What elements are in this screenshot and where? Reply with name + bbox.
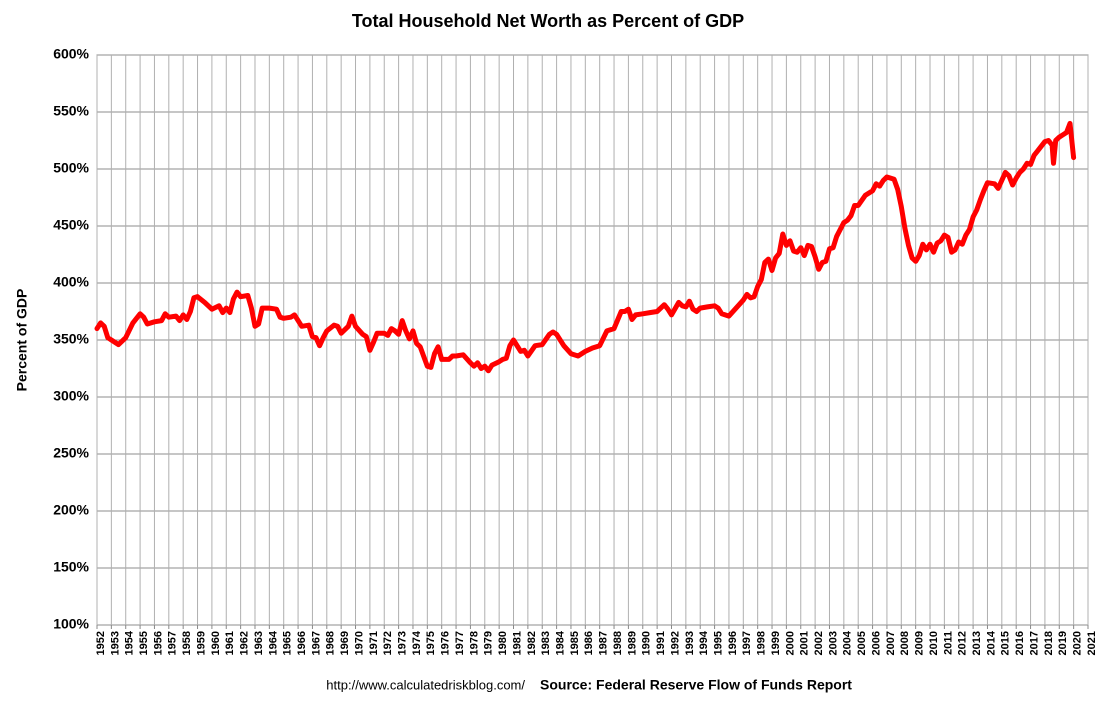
x-tick-label: 2006 [870, 631, 882, 655]
x-tick-label: 1970 [353, 631, 365, 655]
x-tick-label: 1961 [224, 631, 236, 655]
x-tick-label: 1994 [698, 630, 710, 655]
x-tick-label: 2004 [842, 630, 854, 655]
y-tick-label: 200% [53, 502, 89, 518]
x-tick-label: 1977 [454, 631, 466, 655]
x-tick-label: 1959 [195, 631, 207, 655]
x-tick-label: 2001 [799, 631, 811, 655]
x-tick-label: 1973 [397, 631, 409, 655]
x-tick-label: 2014 [985, 630, 997, 655]
x-tick-label: 1991 [655, 631, 667, 655]
x-tick-label: 1979 [483, 631, 495, 655]
source-url: http://www.calculatedriskblog.com/ [326, 677, 525, 692]
x-tick-label: 2021 [1086, 631, 1095, 655]
y-tick-label: 600% [53, 46, 89, 62]
x-tick-label: 2007 [885, 631, 897, 655]
y-tick-label: 250% [53, 445, 89, 461]
data-line [94, 120, 1077, 374]
x-tick-label: 1957 [167, 631, 179, 655]
x-tick-label: 1974 [411, 630, 423, 655]
x-tick-label: 2009 [914, 631, 926, 655]
x-tick-label: 2013 [971, 631, 983, 655]
x-tick-label: 1989 [626, 631, 638, 655]
x-tick-label: 1965 [282, 631, 294, 655]
x-tick-label: 1997 [741, 631, 753, 655]
x-tick-label: 1971 [368, 631, 380, 655]
x-tick-label: 1954 [124, 630, 136, 655]
x-tick-label: 1956 [152, 631, 164, 655]
y-tick-label: 100% [53, 616, 89, 632]
y-tick-label: 300% [53, 388, 89, 404]
x-tick-label: 1985 [569, 631, 581, 655]
x-tick-label: 1975 [425, 631, 437, 655]
x-tick-label: 2018 [1043, 631, 1055, 655]
x-tick-label: 1988 [612, 631, 624, 655]
y-tick-label: 450% [53, 217, 89, 233]
x-tick-label: 1958 [181, 631, 193, 655]
x-tick-label: 2000 [784, 631, 796, 655]
source-note: Source: Federal Reserve Flow of Funds Re… [540, 677, 852, 693]
x-tick-label: 1966 [296, 631, 308, 655]
x-tick-label: 1972 [382, 631, 394, 655]
chart-title: Total Household Net Worth as Percent of … [352, 11, 744, 31]
x-tick-label: 2011 [942, 631, 954, 655]
x-tick-label: 2019 [1057, 631, 1069, 655]
x-tick-label: 1962 [239, 631, 251, 655]
x-tick-label: 1983 [540, 631, 552, 655]
y-tick-label: 150% [53, 559, 89, 575]
x-tick-label: 2012 [957, 631, 969, 655]
y-tick-label: 350% [53, 331, 89, 347]
x-tick-label: 1967 [310, 631, 322, 655]
x-tick-label: 1996 [727, 631, 739, 655]
x-tick-label: 1981 [511, 631, 523, 655]
x-tick-label: 1984 [555, 630, 567, 655]
x-tick-label: 1986 [583, 631, 595, 655]
x-tick-label: 1995 [712, 631, 724, 655]
x-tick-label: 1998 [756, 631, 768, 655]
x-tick-label: 1978 [468, 631, 480, 655]
x-tick-label: 1990 [641, 631, 653, 655]
x-tick-label: 1982 [526, 631, 538, 655]
x-tick-label: 1953 [109, 631, 121, 655]
x-tick-label: 2003 [827, 631, 839, 655]
x-tick-label: 2002 [813, 631, 825, 655]
x-tick-label: 2008 [899, 631, 911, 655]
x-tick-label: 1992 [669, 631, 681, 655]
x-tick-label: 1993 [684, 631, 696, 655]
x-tick-label: 2015 [1000, 631, 1012, 655]
x-tick-label: 1968 [325, 631, 337, 655]
x-tick-label: 1955 [138, 631, 150, 655]
x-tick-label: 1963 [253, 631, 265, 655]
x-tick-label: 2020 [1072, 631, 1084, 655]
x-tick-label: 1969 [339, 631, 351, 655]
x-tick-label: 2010 [928, 631, 940, 655]
y-tick-label: 400% [53, 274, 89, 290]
x-tick-label: 1976 [440, 631, 452, 655]
x-tick-label: 1964 [267, 630, 279, 655]
x-tick-label: 1987 [598, 631, 610, 655]
y-axis-label: Percent of GDP [14, 289, 30, 392]
y-tick-label: 500% [53, 160, 89, 176]
x-tick-label: 1980 [497, 631, 509, 655]
y-tick-label: 550% [53, 103, 89, 119]
x-tick-label: 2017 [1028, 631, 1040, 655]
x-tick-label: 1960 [210, 631, 222, 655]
x-tick-label: 2005 [856, 631, 868, 655]
x-tick-label: 1999 [770, 631, 782, 655]
x-tick-label: 1952 [95, 631, 107, 655]
x-tick-label: 2016 [1014, 631, 1026, 655]
